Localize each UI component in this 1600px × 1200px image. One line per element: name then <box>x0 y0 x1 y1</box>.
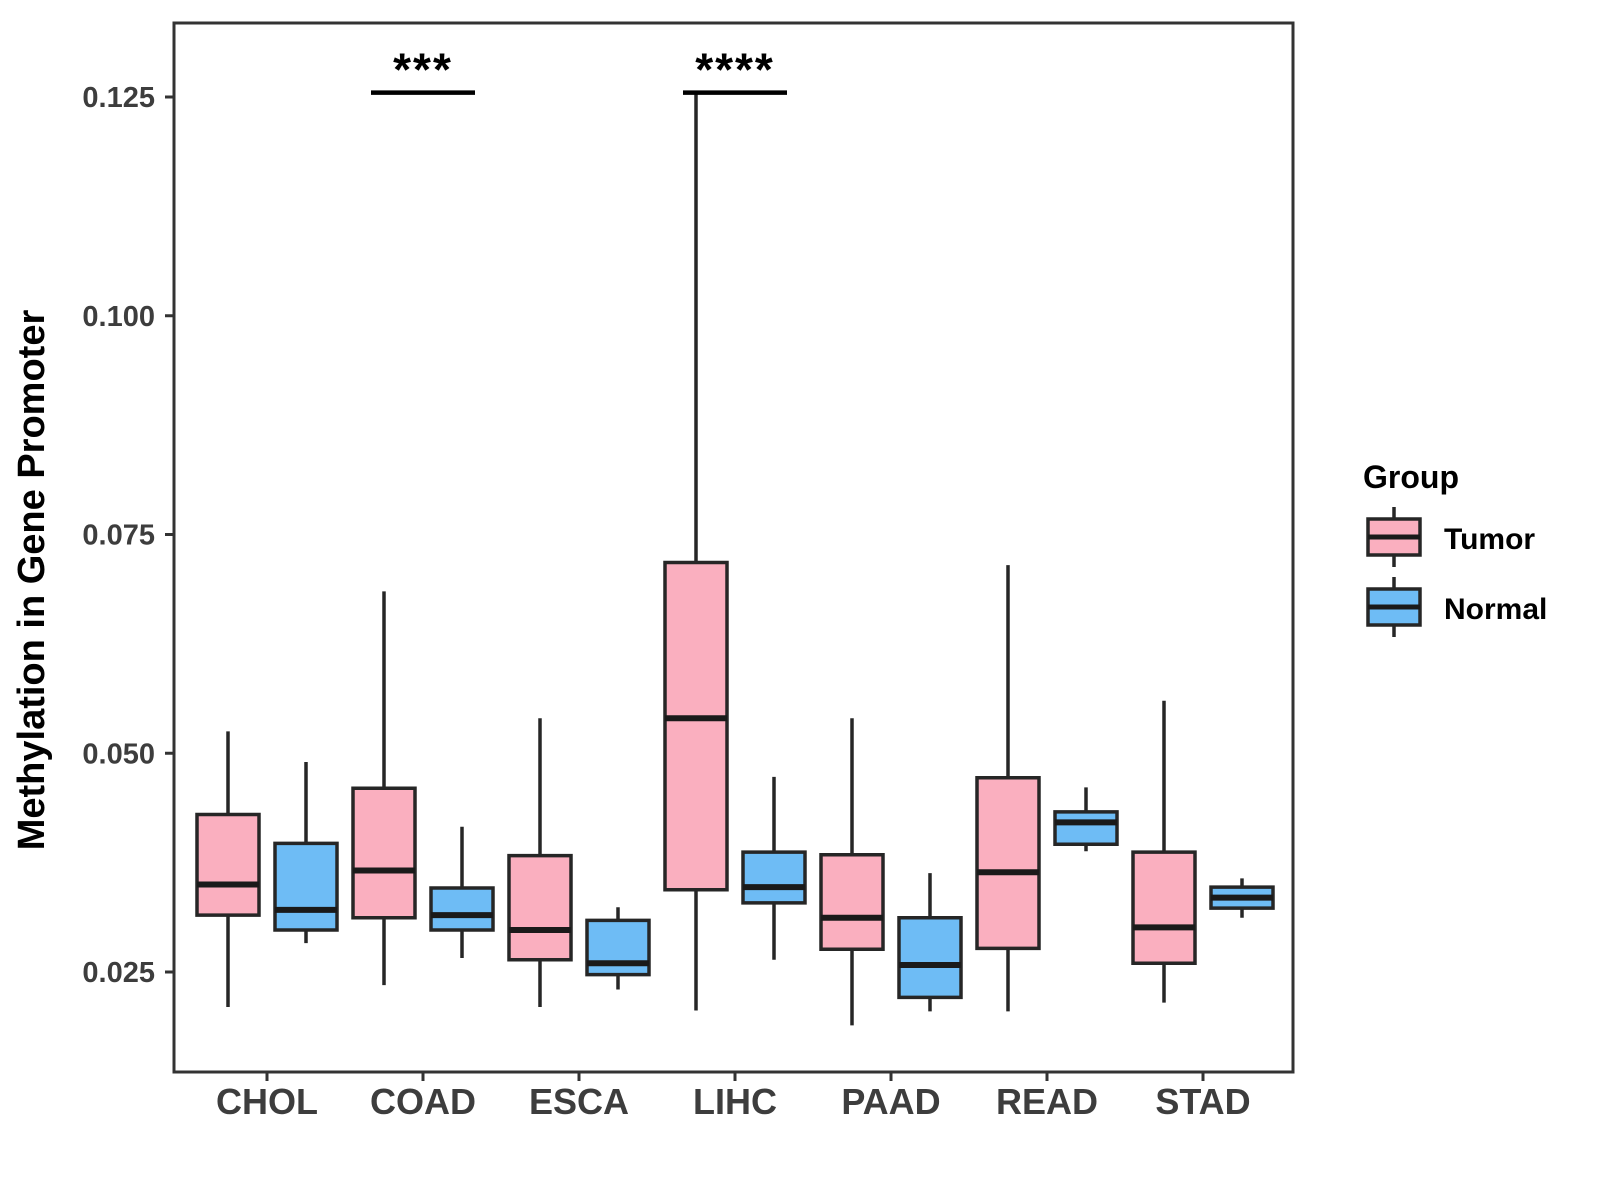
legend-label-normal: Normal <box>1444 593 1547 626</box>
iqr-box <box>1053 810 1119 846</box>
boxplot-STAD-Tumor <box>1131 700 1197 1003</box>
iqr-box <box>897 916 963 1000</box>
plot-panel-border <box>172 21 1295 1074</box>
significance-COAD: *** <box>371 44 475 96</box>
boxplot-ESCA-Tumor <box>507 718 573 1007</box>
significance-stars: *** <box>393 44 453 96</box>
iqr-box <box>273 841 339 932</box>
iqr-box <box>663 560 729 892</box>
boxplot-PAAD-Tumor <box>819 718 885 1026</box>
chart-generated-layer: 0.025 0.050 0.075 0.100 0.125 CHOL COAD ESCA LIH… <box>82 21 1422 1122</box>
iqr-box <box>507 853 573 962</box>
x-axis-label-COAD: COAD <box>370 1081 476 1122</box>
iqr-box <box>429 886 495 932</box>
y-axis-tick-label-0.050: 0.050 <box>82 738 155 770</box>
x-axis-label-ESCA: ESCA <box>529 1081 629 1122</box>
boxplot-STAD-Normal <box>1209 878 1275 918</box>
iqr-box <box>1131 850 1197 965</box>
boxplot-READ-Normal <box>1053 787 1119 852</box>
x-axis-label-LIHC: LIHC <box>693 1081 777 1122</box>
boxplot-CHOL-Tumor <box>195 731 261 1007</box>
legend-key-tumor <box>1366 507 1422 567</box>
legend-key-normal <box>1366 577 1422 637</box>
x-axis-label-PAAD: PAAD <box>841 1081 940 1122</box>
y-axis-tick-label-0.025: 0.025 <box>82 957 155 989</box>
significance-LIHC: **** <box>683 44 787 96</box>
iqr-box <box>741 850 807 905</box>
boxplot-CHOL-Normal <box>273 762 339 944</box>
y-axis-title: Methylation in Gene Promoter <box>11 310 53 851</box>
boxplot-COAD-Tumor <box>351 591 417 986</box>
boxplot-LIHC-Tumor <box>663 92 729 1011</box>
iqr-box <box>585 918 651 977</box>
y-axis-tick-label-0.075: 0.075 <box>82 520 155 552</box>
iqr-box <box>819 853 885 951</box>
boxplot-ESCA-Normal <box>585 907 651 990</box>
boxplot-READ-Tumor <box>975 565 1041 1012</box>
x-axis-label-CHOL: CHOL <box>216 1081 318 1122</box>
legend-label-tumor: Tumor <box>1444 523 1535 556</box>
iqr-box <box>975 776 1041 951</box>
x-axis-label-STAD: STAD <box>1155 1081 1250 1122</box>
iqr-box <box>195 812 261 917</box>
y-axis-tick-label-0.100: 0.100 <box>82 301 155 333</box>
boxplot-PAAD-Normal <box>897 873 963 1012</box>
x-axis-label-READ: READ <box>996 1081 1098 1122</box>
boxplot-COAD-Normal <box>429 826 495 958</box>
boxplot-LIHC-Normal <box>741 776 807 960</box>
significance-stars: **** <box>695 44 775 96</box>
iqr-box <box>351 786 417 920</box>
y-axis-tick-label-0.125: 0.125 <box>82 82 155 114</box>
legend-title: Group <box>1363 459 1459 495</box>
